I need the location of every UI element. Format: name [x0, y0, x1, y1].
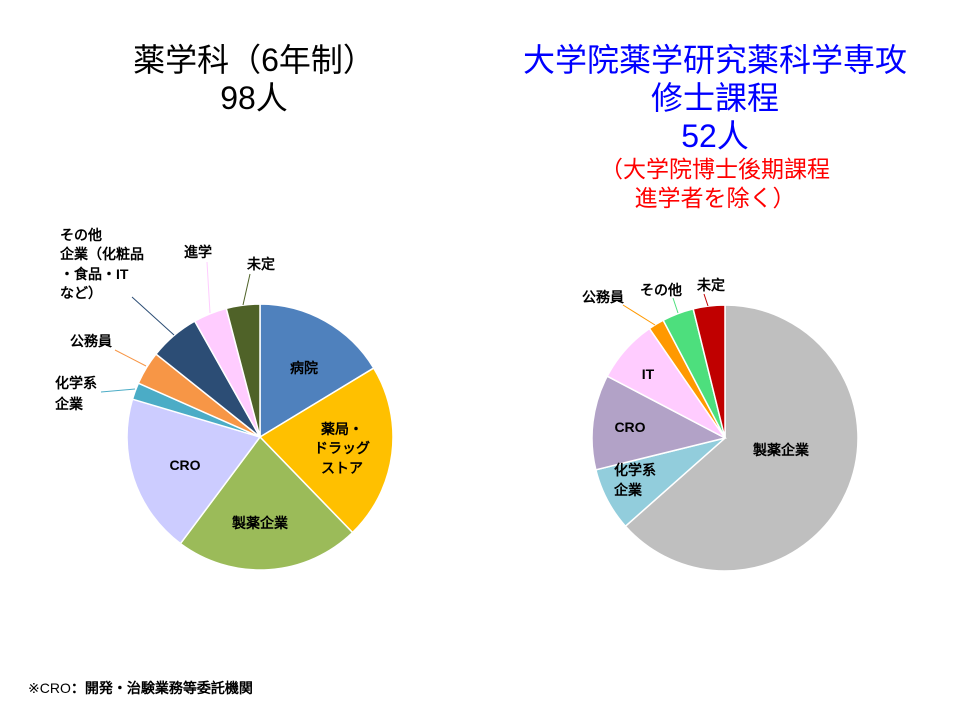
leader-line-public-servant [622, 304, 656, 326]
left-chart-title-line: 薬学科（6年制） [133, 42, 375, 78]
left-pie-slices [126, 303, 394, 571]
label-pharmacy-line1: 薬局・ [321, 421, 363, 437]
right-slice-cro [591, 375, 728, 471]
label-pharmaceutical-company: 製薬企業 [231, 515, 289, 531]
right-chart-total: 52人 [681, 118, 749, 154]
label-further-study: 進学 [184, 244, 212, 260]
footnote-text: ：開発・治験業務等委託機関 [70, 680, 253, 696]
label-other-company-line1: その他 [60, 227, 102, 243]
label-public-servant: 公務員 [70, 333, 112, 349]
left-pie-chart: 病院 薬局・ ドラッグ ストア 製薬企業 CRO 化学系 企業 公務員 その他 … [54, 227, 394, 571]
leader-line-undecided [703, 293, 709, 307]
right-chart-title-line2: 修士課程 [650, 80, 779, 116]
label-cro: CRO [169, 457, 200, 473]
label-public-servant: 公務員 [582, 289, 624, 305]
left-leader-lines [100, 261, 251, 393]
left-chart-title: 薬学科（6年制） 98人 [104, 41, 404, 117]
left-chart-total: 98人 [220, 80, 288, 116]
right-chart-title-line1: 大学院薬学研究薬科学専攻 [522, 42, 907, 78]
right-leader-lines [622, 293, 709, 326]
leader-line-public-servant [114, 349, 147, 367]
right-chart-title: 大学院薬学研究薬科学専攻 修士課程 52人 [495, 41, 935, 155]
right-chart-note-line1: （大学院博士後期課程 [600, 156, 830, 182]
leader-line-undecided [242, 273, 251, 306]
label-chemical-company-line2: 企業 [613, 482, 643, 498]
leader-line-other [672, 297, 679, 314]
left-slice-pharmacy-drugstore [258, 367, 394, 534]
right-slice-labels: 製薬企業 化学系 企業 CRO IT 公務員 その他 未定 [582, 277, 810, 498]
left-slice-hospital [259, 303, 375, 439]
left-slice-cro [126, 398, 262, 545]
leader-line-further-study [206, 261, 211, 314]
label-undecided: 未定 [247, 256, 275, 272]
right-chart-note: （大学院博士後期課程 進学者を除く） [495, 155, 935, 213]
right-pie-chart: 製薬企業 化学系 企業 CRO IT 公務員 その他 未定 [582, 277, 859, 572]
label-it: IT [642, 366, 655, 382]
right-pie-slices [591, 304, 859, 572]
leader-line-other-company [131, 296, 175, 336]
left-slice-pharmaceutical-company [179, 435, 354, 571]
label-cro: CRO [614, 419, 645, 435]
left-slice-labels: 病院 薬局・ ドラッグ ストア 製薬企業 CRO 化学系 企業 公務員 その他 … [54, 227, 370, 531]
label-undecided: 未定 [697, 277, 725, 293]
right-slice-undecided [692, 304, 726, 439]
label-other-company-line2: 企業（化粧品 [59, 246, 144, 262]
label-pharmacy-line3: ストア [321, 460, 363, 476]
label-pharmacy-line2: ドラッグ [314, 440, 370, 456]
label-chemical-company-line2: 企業 [54, 396, 84, 412]
label-pharmaceutical-company: 製薬企業 [752, 442, 810, 458]
label-chemical-company-line1: 化学系 [55, 375, 97, 391]
footnote-mark: ※CRO [28, 680, 71, 696]
right-slice-pharmaceutical-company [624, 304, 859, 572]
leader-line-chemical-company [100, 388, 136, 393]
label-other-company-line3: ・食品・IT [60, 266, 129, 282]
label-hospital: 病院 [290, 360, 318, 376]
footnote: ※CRO：開発・治験業務等委託機関 [28, 680, 253, 696]
label-other: その他 [640, 282, 682, 298]
left-slice-undecided [225, 303, 261, 438]
right-chart-note-line2: 進学者を除く） [634, 185, 796, 211]
label-other-company-line4: など） [60, 285, 102, 301]
label-chemical-company-line1: 化学系 [614, 462, 656, 478]
